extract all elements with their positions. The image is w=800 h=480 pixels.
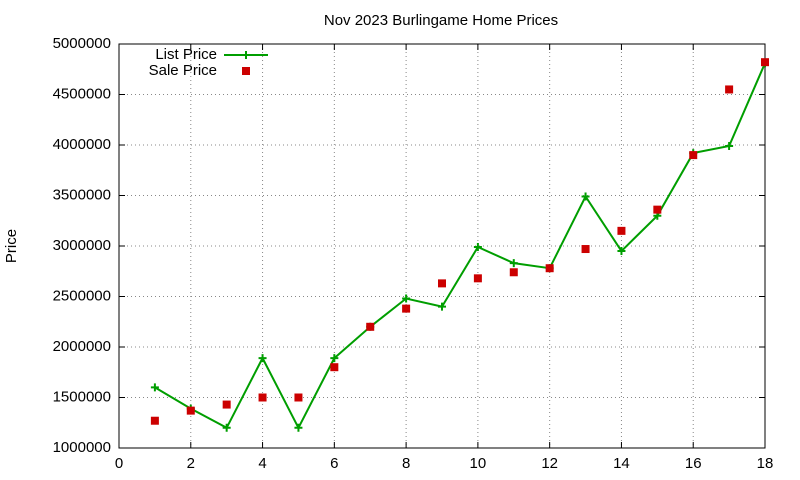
x-tick-label: 8 — [402, 455, 410, 472]
point — [725, 85, 734, 94]
point — [617, 247, 626, 256]
point — [330, 363, 339, 372]
x-tick-label: 10 — [470, 455, 487, 472]
y-tick-label: 4500000 — [53, 85, 111, 102]
point — [617, 226, 626, 235]
legend-marker — [242, 51, 250, 59]
legend-marker — [242, 67, 250, 75]
x-tick-label: 2 — [187, 455, 195, 472]
legend-label: Sale Price — [149, 62, 217, 79]
y-tick-label: 1000000 — [53, 439, 111, 456]
legend-label: List Price — [155, 46, 217, 63]
point — [653, 205, 662, 214]
point — [330, 354, 339, 363]
point — [473, 243, 482, 252]
point — [438, 279, 446, 288]
x-tick-label: 18 — [757, 455, 774, 472]
y-tick-label: 3000000 — [53, 237, 111, 254]
y-tick-label: 4000000 — [53, 136, 111, 153]
point — [545, 264, 554, 273]
plot-border — [118, 43, 766, 449]
y-tick-label: 3500000 — [53, 186, 111, 203]
point — [509, 259, 518, 268]
point — [222, 400, 231, 409]
chart-title: Nov 2023 Burlingame Home Prices — [324, 12, 558, 29]
point — [438, 302, 446, 311]
point — [509, 268, 518, 277]
x-tick-label: 14 — [613, 455, 630, 472]
x-tick-label: 4 — [258, 455, 266, 472]
point — [294, 423, 303, 432]
point — [402, 294, 411, 303]
x-tick-label: 16 — [685, 455, 702, 472]
point — [294, 393, 303, 402]
y-tick-label: 5000000 — [53, 35, 111, 52]
point — [222, 423, 231, 432]
point — [689, 151, 698, 160]
y-tick-label: 2000000 — [53, 338, 111, 355]
point — [473, 274, 482, 283]
y-axis-label: Price — [3, 229, 20, 263]
point — [761, 58, 769, 67]
point — [402, 304, 411, 313]
point — [258, 393, 267, 402]
point — [581, 192, 590, 201]
x-tick-label: 12 — [541, 455, 558, 472]
point — [366, 322, 375, 331]
series-line — [154, 62, 766, 430]
y-tick-label: 1500000 — [53, 388, 111, 405]
y-tick-label: 2500000 — [53, 287, 111, 304]
point — [150, 383, 159, 392]
point — [581, 245, 590, 254]
x-tick-label: 0 — [115, 455, 123, 472]
point — [258, 354, 267, 363]
point — [150, 416, 159, 425]
x-tick-label: 6 — [330, 455, 338, 472]
point — [186, 406, 195, 415]
point — [725, 142, 734, 151]
